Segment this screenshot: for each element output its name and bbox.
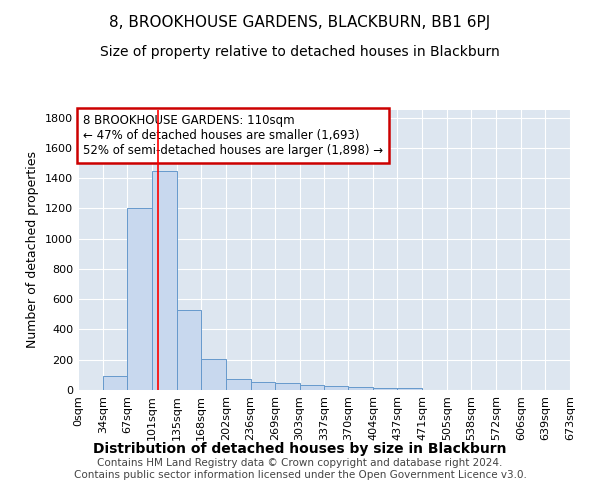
Y-axis label: Number of detached properties: Number of detached properties [26,152,40,348]
Bar [201,359,226,390]
Bar [127,208,152,390]
Text: Contains HM Land Registry data © Crown copyright and database right 2024.
Contai: Contains HM Land Registry data © Crown c… [74,458,526,480]
Bar [226,380,251,390]
Bar [103,376,127,390]
Bar [373,388,397,390]
Text: 8, BROOKHOUSE GARDENS, BLACKBURN, BB1 6PJ: 8, BROOKHOUSE GARDENS, BLACKBURN, BB1 6P… [109,15,491,30]
Bar [325,386,349,390]
Bar [152,170,176,390]
Bar [275,382,299,390]
Text: Size of property relative to detached houses in Blackburn: Size of property relative to detached ho… [100,45,500,59]
Bar [176,310,201,390]
Text: 8 BROOKHOUSE GARDENS: 110sqm
← 47% of detached houses are smaller (1,693)
52% of: 8 BROOKHOUSE GARDENS: 110sqm ← 47% of de… [83,114,383,157]
Bar [299,384,325,390]
Text: Distribution of detached houses by size in Blackburn: Distribution of detached houses by size … [93,442,507,456]
Bar [251,382,275,390]
Bar [397,388,422,390]
Bar [349,387,373,390]
